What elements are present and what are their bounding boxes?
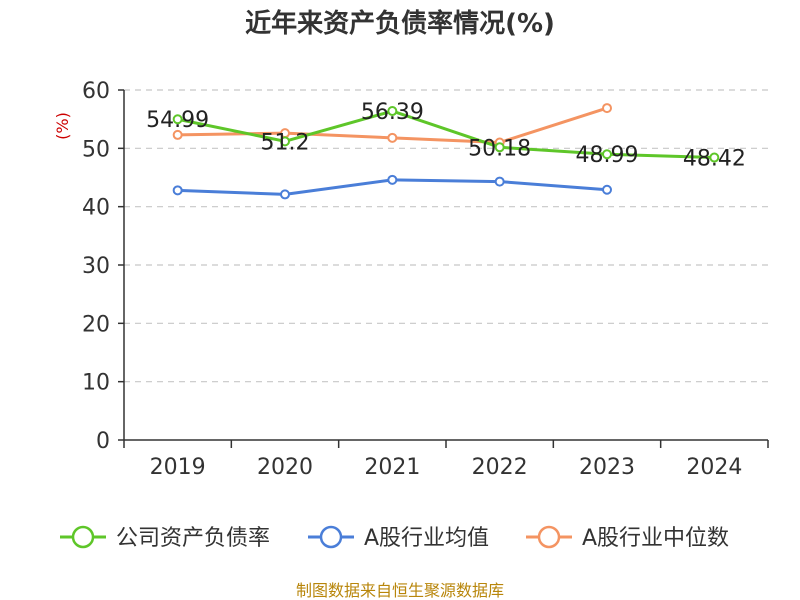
data-point: [172, 185, 183, 196]
data-point: [602, 184, 612, 195]
data-point: [280, 136, 290, 147]
x-tick-label: 2021: [364, 455, 420, 480]
data-point: [172, 129, 183, 140]
y-tick-label: 0: [96, 429, 110, 454]
legend-marker: [319, 525, 343, 549]
y-tick-label: 20: [82, 312, 110, 337]
axes: 0 10 20 30 40 50 60 2019 2020 2021 2022 2023 2024: [82, 79, 769, 480]
x-tick-label: 2023: [579, 455, 635, 480]
data-label: 50.18: [468, 136, 531, 161]
y-axis-label: (%): [53, 112, 72, 140]
legend-marker: [537, 525, 561, 549]
x-tick-label: 2019: [150, 455, 206, 480]
data-point: [387, 132, 398, 143]
source-note: 制图数据来自恒生聚源数据库: [296, 581, 504, 600]
y-tick-label: 50: [82, 137, 110, 162]
data-point: [494, 176, 505, 187]
y-tick-label: 60: [82, 79, 110, 104]
y-tick-label: 40: [82, 196, 110, 221]
data-labels: 54.99 51.2 56.39 50.18 48.99 48.42: [146, 100, 746, 171]
data-label: 51.2: [261, 130, 310, 155]
legend-entry: 公司资产负债率: [116, 526, 270, 551]
x-tick-label: 2024: [686, 455, 742, 480]
legend: 公司资产负债率 A股行业均值 A股行业中位数: [60, 525, 729, 551]
x-tick-label: 2020: [257, 455, 313, 480]
data-point: [280, 189, 290, 200]
legend-entry: A股行业均值: [364, 526, 489, 551]
data-point: [494, 142, 505, 153]
y-tick-label: 30: [82, 254, 110, 279]
data-point: [602, 149, 612, 160]
y-tick-label: 10: [82, 371, 110, 396]
series-lines: [172, 103, 720, 200]
data-label: 56.39: [361, 100, 424, 125]
legend-marker: [71, 525, 95, 549]
grid-lines: [124, 89, 768, 383]
data-point: [387, 174, 398, 185]
data-label: 54.99: [146, 108, 209, 133]
series-line: [177, 109, 715, 160]
legend-entry: A股行业中位数: [582, 526, 729, 551]
data-point: [709, 152, 720, 163]
chart-title: 近年来资产负债率情况(%): [245, 8, 555, 39]
x-tick-label: 2022: [472, 455, 528, 480]
data-point: [387, 106, 398, 117]
data-label: 48.99: [576, 143, 639, 168]
data-label: 48.42: [683, 147, 746, 172]
data-point: [172, 114, 183, 125]
data-point: [602, 103, 612, 114]
